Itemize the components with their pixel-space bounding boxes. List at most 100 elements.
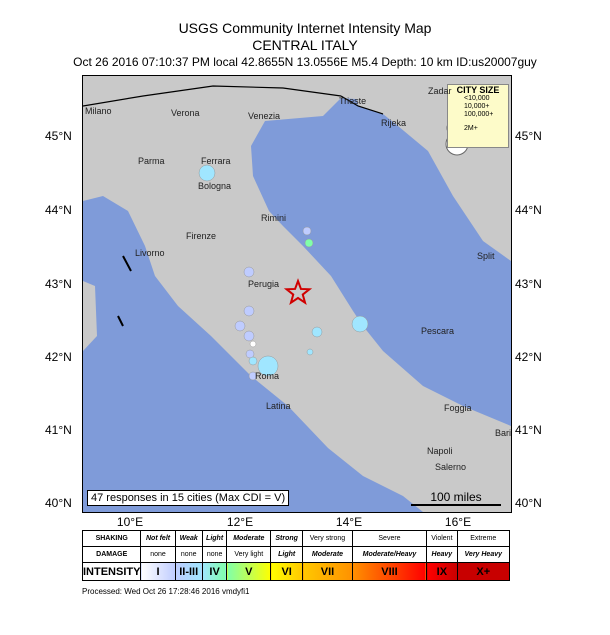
- damage-cell: none: [140, 546, 176, 563]
- response-count: 47 responses in 15 cities (Max CDI = V): [87, 490, 290, 506]
- shaking-cell: Extreme: [456, 530, 511, 547]
- shaking-cell: Light: [201, 530, 228, 547]
- intensity-cell: VII: [302, 562, 353, 581]
- city-label: Roma: [255, 371, 280, 381]
- city-label: Venezia: [248, 111, 281, 121]
- city-label: Perugia: [248, 279, 280, 289]
- intensity-cell: II-III: [174, 562, 203, 581]
- intensity-cell: VIII: [351, 562, 428, 581]
- latitude-label: 45°N: [45, 129, 72, 143]
- city-label: Salerno: [435, 462, 467, 472]
- latitude-label: 40°N: [515, 496, 542, 510]
- damage-cell: Very light: [226, 546, 272, 563]
- response-marker[interactable]: [304, 238, 314, 248]
- event-info: Oct 26 2016 07:10:37 PM local 42.8655N 1…: [73, 55, 537, 69]
- latitude-label: 41°N: [45, 423, 72, 437]
- city-label: Napoli: [427, 446, 453, 456]
- longitude-label: 12°E: [226, 515, 254, 529]
- city-label: Zadar: [428, 86, 452, 96]
- response-marker[interactable]: [243, 305, 255, 317]
- shaking-cell: Severe: [351, 530, 428, 547]
- map-title: USGS Community Internet Intensity Map: [178, 20, 432, 36]
- city-size-item: 2M+: [464, 125, 478, 132]
- latitude-label: 42°N: [515, 350, 542, 364]
- zoom: [117, 255, 132, 327]
- response-marker[interactable]: [257, 355, 279, 377]
- shaking-cell: SHAKING: [81, 530, 142, 547]
- latitude-label: 43°N: [45, 277, 72, 291]
- scale-bar: 100 miles: [411, 490, 501, 506]
- latitude-label: 42°N: [45, 350, 72, 364]
- city-label: Rijeka: [381, 118, 407, 128]
- response-marker[interactable]: [302, 226, 312, 236]
- intensity-cell: IX: [426, 562, 458, 581]
- land-corsica: [83, 281, 97, 351]
- response-marker[interactable]: [234, 320, 246, 332]
- response-marker[interactable]: [248, 371, 258, 381]
- intensity-cell: I: [140, 562, 176, 581]
- longitude-label: 14°E: [335, 515, 363, 529]
- response-marker[interactable]: [248, 356, 258, 366]
- latitude-label: 45°N: [515, 129, 542, 143]
- intensity-legend: SHAKING Not felt Weak Light Moderate Strong Ve…: [81, 530, 511, 581]
- city-size-item: 100,000+: [464, 111, 494, 118]
- response-marker[interactable]: [249, 340, 257, 348]
- processed-timestamp: Processed: Wed Oct 26 17:28:46 2016 vmdy…: [82, 587, 250, 596]
- city-label: Rimini: [261, 213, 287, 223]
- border-line: [83, 85, 384, 115]
- city-label: Latina: [266, 401, 291, 411]
- city-size-item: <10,000: [464, 95, 490, 102]
- damage-cell: Moderate/Heavy: [351, 546, 428, 563]
- city-label: Bologna: [198, 181, 232, 191]
- city-size-legend: CITY SIZE <10,000 10,000+ 100,000+ 2M+: [447, 84, 509, 148]
- intensity-cell: INTENSITY: [81, 562, 142, 581]
- region-title: CENTRAL ITALY: [252, 37, 358, 53]
- damage-cell: Light: [270, 546, 304, 563]
- land-italy: [83, 76, 511, 512]
- damage-cell: none: [174, 546, 203, 563]
- response-marker[interactable]: [243, 330, 255, 342]
- intensity-cell: V: [226, 562, 272, 581]
- intensity-cell: VI: [270, 562, 304, 581]
- intensity-cell: X+: [456, 562, 511, 581]
- city-label: Milano: [85, 106, 112, 116]
- city-label: Foggia: [444, 403, 472, 413]
- city-label: Pescara: [421, 326, 455, 336]
- shaking-cell: Weak: [174, 530, 203, 547]
- longitude-label: 10°E: [116, 515, 144, 529]
- damage-cell: Heavy: [426, 546, 458, 563]
- city-size-item: 10,000+: [464, 103, 490, 110]
- city-label: Trieste: [339, 96, 367, 106]
- shaking-cell: Not felt: [140, 530, 176, 547]
- damage-cell: Very Heavy: [456, 546, 511, 563]
- response-marker[interactable]: [311, 326, 323, 338]
- city-label: Firenze: [186, 231, 217, 241]
- latitude-label: 44°N: [45, 203, 72, 217]
- response-marker[interactable]: [351, 315, 369, 333]
- city-size-title: CITY SIZE: [456, 85, 500, 95]
- response-marker[interactable]: [243, 266, 255, 278]
- intensity-map[interactable]: CITY SIZE <10,000 10,000+ 100,000+ 2M+ 4…: [82, 75, 512, 513]
- latitude-label: 44°N: [515, 203, 542, 217]
- shaking-cell: Strong: [270, 530, 304, 547]
- response-marker[interactable]: [306, 348, 314, 356]
- response-marker[interactable]: [198, 164, 216, 182]
- city-label: Ferrara: [201, 156, 231, 166]
- intensity-cell: IV: [201, 562, 228, 581]
- city-label: Bari: [495, 428, 512, 438]
- latitude-label: 43°N: [515, 277, 542, 291]
- shaking-cell: Moderate: [226, 530, 272, 547]
- damage-cell: DAMAGE: [81, 546, 142, 563]
- shaking-cell: Very strong: [302, 530, 353, 547]
- latitude-label: 40°N: [45, 496, 72, 510]
- city-label: Verona: [171, 108, 200, 118]
- city-label: Split: [477, 251, 495, 261]
- epicenter-star-icon[interactable]: [283, 278, 313, 306]
- city-label: Parma: [138, 156, 165, 166]
- latitude-label: 41°N: [515, 423, 542, 437]
- damage-cell: none: [201, 546, 228, 563]
- shaking-cell: Violent: [426, 530, 458, 547]
- damage-cell: Moderate: [302, 546, 353, 563]
- longitude-label: 16°E: [444, 515, 472, 529]
- city-label: Livorno: [135, 248, 165, 258]
